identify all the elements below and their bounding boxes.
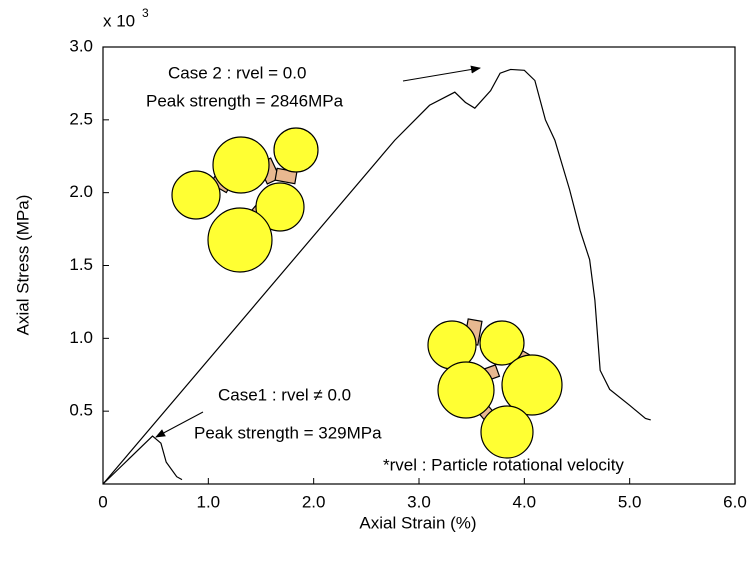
x-tick-label: 2.0 <box>302 492 326 511</box>
x-tick-label: 4.0 <box>513 492 537 511</box>
annotation: Case 2 : rvel = 0.0 <box>168 63 306 82</box>
x-tick-label: 1.0 <box>197 492 221 511</box>
y-tick-label: 1.0 <box>69 328 93 347</box>
y-tick-label: 2.5 <box>69 109 93 128</box>
annotation: Case1 : rvel ≠ 0.0 <box>218 385 351 404</box>
x-tick-label: 3.0 <box>407 492 431 511</box>
x-tick-label: 5.0 <box>618 492 642 511</box>
multiplier-exponent: 3 <box>142 6 149 20</box>
arrow <box>155 411 204 438</box>
y-axis-label: Axial Stress (MPa) <box>13 195 32 336</box>
y-tick-label: 3.0 <box>69 36 93 55</box>
y-tick-label: 0.5 <box>69 401 93 420</box>
x-tick-label: 6.0 <box>723 492 747 511</box>
annotation: *rvel : Particle rotational velocity <box>383 455 624 474</box>
data-line <box>102 435 183 485</box>
y-tick-label: 1.5 <box>69 255 93 274</box>
arrow <box>402 65 481 82</box>
x-axis-label: Axial Strain (%) <box>359 513 476 532</box>
plot-frame <box>102 46 736 485</box>
annotation: Peak strength = 329MPa <box>194 423 382 442</box>
multiplier: x 10 <box>103 11 135 30</box>
annotation: Peak strength = 2846MPa <box>146 91 344 110</box>
particle-cluster <box>171 127 563 459</box>
y-tick-label: 2.0 <box>69 182 93 201</box>
data-line <box>102 68 651 485</box>
x-tick-label: 0 <box>98 492 107 511</box>
